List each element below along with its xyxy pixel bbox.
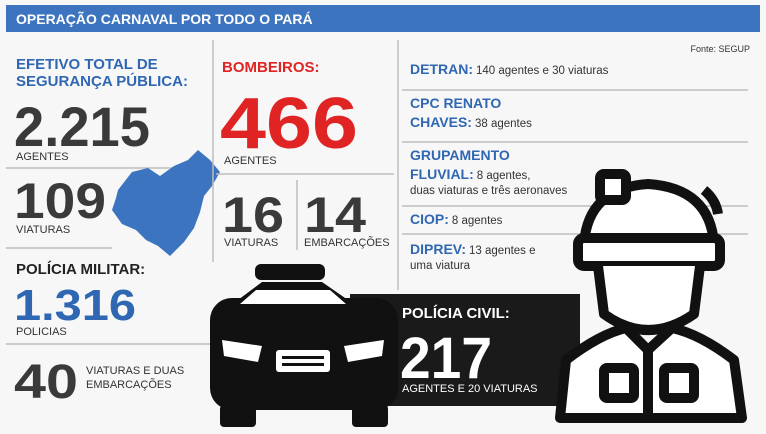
firefighters-agents-label: AGENTES [224, 155, 277, 167]
total-title: EFETIVO TOTAL DE [16, 56, 158, 73]
military-vehicles-label: VIATURAS E DUAS [86, 365, 184, 377]
para-map [112, 150, 220, 256]
total-agents-label: AGENTES [16, 151, 69, 163]
agency-detail: 8 agentes [452, 215, 503, 227]
agency-detail: duas viaturas e três aeronaves [410, 185, 568, 197]
title: OPERAÇÃO CARNAVAL POR TODO O PARÁ [16, 10, 313, 27]
agency-name: GRUPAMENTO [410, 147, 510, 163]
military-officers: 1.316 [14, 281, 136, 330]
soldier-icon [555, 169, 747, 423]
agency-name: CIOP: [410, 211, 449, 227]
civil-agents-label: AGENTES E 20 VIATURAS [402, 383, 538, 395]
firefighters-vehicles: 16 [222, 187, 284, 243]
header-bar [6, 5, 760, 32]
agency-name: DETRAN: [410, 61, 473, 77]
total-vehicles-label: VIATURAS [16, 224, 70, 236]
military-vehicles: 40 [14, 356, 78, 409]
source: Fonte: SEGUP [690, 44, 750, 54]
military-title: POLÍCIA MILITAR: [16, 261, 145, 278]
agency-detail: 8 agentes, [477, 170, 531, 182]
firefighters-title: BOMBEIROS: [222, 59, 320, 76]
agency-name: CPC RENATO [410, 95, 501, 111]
military-vehicles-label: EMBARCAÇÕES [86, 378, 172, 391]
agency-name: FLUVIAL: [410, 166, 474, 182]
military-officers-label: POLICIAS [16, 326, 67, 338]
agency-detail: 140 agentes e 30 viaturas [476, 65, 609, 77]
agency-name: DIPREV: [410, 241, 466, 257]
firefighters-boats-label: EMBARCAÇÕES [304, 236, 390, 249]
agency-detail: 13 agentes e [469, 245, 536, 257]
total-agents: 2.215 [14, 95, 150, 158]
agency-name: CHAVES: [410, 114, 472, 130]
car-icon [210, 264, 398, 427]
agency-detail: 38 agentes [475, 118, 532, 130]
firefighters-boats: 14 [304, 187, 366, 243]
agency-detail: uma viatura [410, 260, 471, 272]
total-vehicles: 109 [14, 173, 106, 229]
firefighters-vehicles-label: VIATURAS [224, 237, 278, 249]
civil-title: POLÍCIA CIVIL: [402, 305, 510, 322]
agency-list: DETRAN: 140 agentes e 30 viaturas CPC RENA… [402, 61, 748, 272]
total-title: SEGURANÇA PÚBLICA: [16, 72, 188, 90]
firefighters-agents: 466 [220, 84, 358, 164]
civil-agents: 217 [400, 326, 492, 391]
